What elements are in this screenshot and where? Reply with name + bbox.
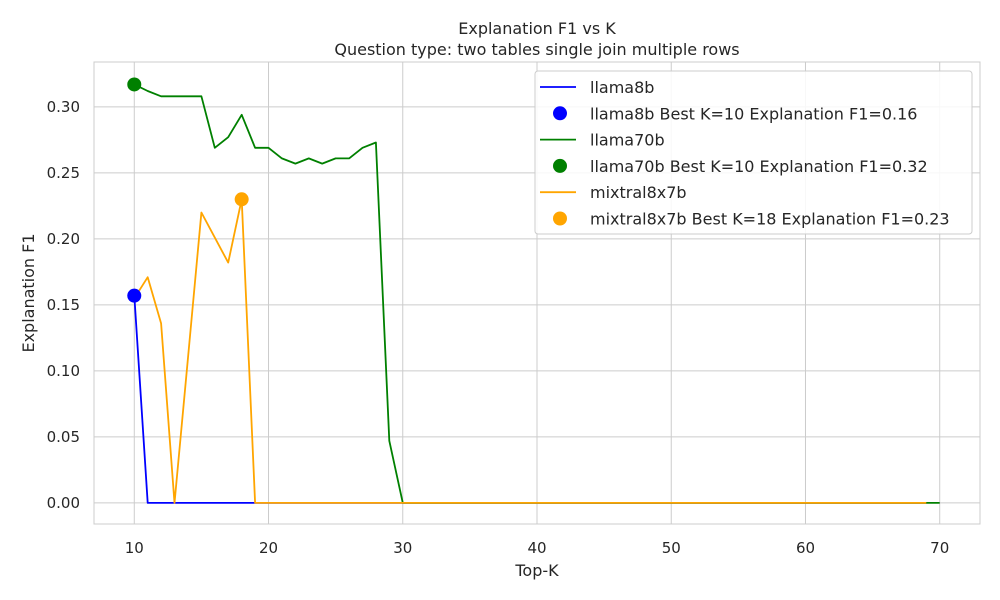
x-tick-label: 40 — [527, 539, 546, 557]
y-tick-label: 0.15 — [47, 296, 80, 314]
y-axis-label: Explanation F1 — [19, 233, 38, 352]
x-tick-label: 60 — [796, 539, 815, 557]
legend-entry-label: llama70b Best K=10 Explanation F1=0.32 — [590, 157, 928, 176]
series-layer — [127, 77, 940, 504]
x-tick-label: 20 — [259, 539, 278, 557]
x-tick-label: 30 — [393, 539, 412, 557]
y-tick-label: 0.10 — [47, 362, 80, 380]
plot-frame — [93, 61, 981, 525]
legend: llama8b llama8b Best K=10 Explanation F1=… — [534, 70, 973, 235]
legend-entry-label: mixtral8x7b — [590, 183, 687, 202]
y-tick-label: 0.00 — [47, 494, 80, 512]
x-axis-ticks: 10 20 30 40 50 60 70 — [125, 539, 950, 557]
y-tick-label: 0.20 — [47, 230, 80, 248]
best-point-mixtral8x7b — [234, 192, 249, 207]
x-tick-label: 70 — [930, 539, 949, 557]
x-tick-label: 10 — [125, 539, 144, 557]
chart-title: Explanation F1 vs K — [458, 19, 616, 38]
x-axis-label: Top-K — [514, 561, 559, 580]
y-tick-label: 0.25 — [47, 164, 80, 182]
chart-subtitle: Question type: two tables single join mu… — [334, 40, 739, 59]
legend-entry-label: llama8b — [590, 78, 654, 97]
best-point-llama8b — [127, 288, 142, 303]
legend-marker-swatch — [553, 158, 567, 173]
y-axis-ticks: 0.00 0.05 0.10 0.15 0.20 0.25 0.30 — [47, 98, 80, 512]
legend-marker-swatch — [553, 211, 567, 226]
x-tick-label: 50 — [662, 539, 681, 557]
y-tick-label: 0.30 — [47, 98, 80, 116]
legend-box — [534, 70, 973, 235]
legend-entry-label: llama8b Best K=10 Explanation F1=0.16 — [590, 104, 917, 123]
legend-marker-swatch — [553, 106, 567, 121]
legend-entry-label: mixtral8x7b Best K=18 Explanation F1=0.2… — [590, 210, 950, 229]
series-line-mixtral8x7b — [133, 198, 927, 504]
best-point-llama70b — [127, 77, 142, 92]
legend-entry-label: llama70b — [590, 131, 665, 150]
y-tick-label: 0.05 — [47, 428, 80, 446]
